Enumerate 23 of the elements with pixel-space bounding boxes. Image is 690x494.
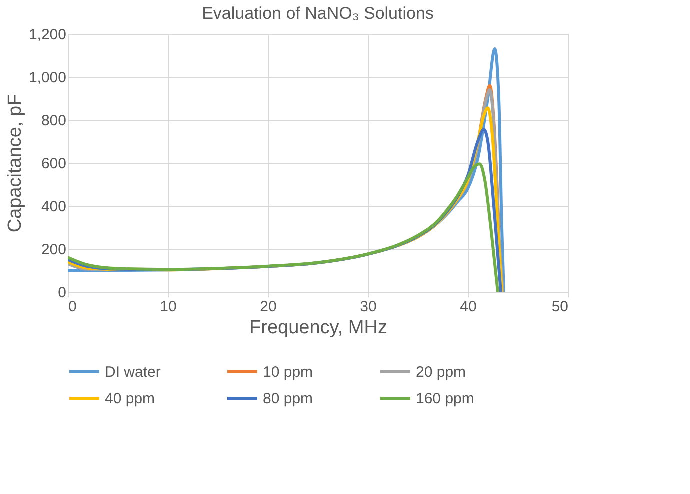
legend-label: 80 ppm [263,390,314,408]
y-tick-label: 800 [41,112,66,130]
y-tick-label: 1,200 [28,26,66,44]
x-tick-label: 0 [68,298,77,316]
x-tick-label: 10 [160,298,177,316]
line-series [68,162,500,292]
y-axis-title: Capacitance, pF [4,94,26,233]
chart-title: Evaluation of NaNO₃ Solutions [202,4,434,23]
legend-label: 40 ppm [105,390,156,408]
x-tick-label: 40 [460,298,477,316]
y-tick-label: 0 [58,284,66,302]
legend-label: DI water [105,364,161,381]
x-axis-title: Frequency, MHz [250,318,388,338]
x-tick-label: 20 [260,298,277,316]
legend-label: 10 ppm [263,364,314,381]
x-tick-label: 50 [552,298,568,316]
y-tick-label: 200 [41,242,66,258]
y-tick-label: 600 [41,156,66,172]
y-tick-label: 400 [41,198,66,216]
legend-label: 160 ppm [416,390,474,408]
legend-label: 20 ppm [416,364,466,381]
y-tick-label: 1,000 [28,70,66,86]
x-tick-label: 30 [360,298,377,316]
